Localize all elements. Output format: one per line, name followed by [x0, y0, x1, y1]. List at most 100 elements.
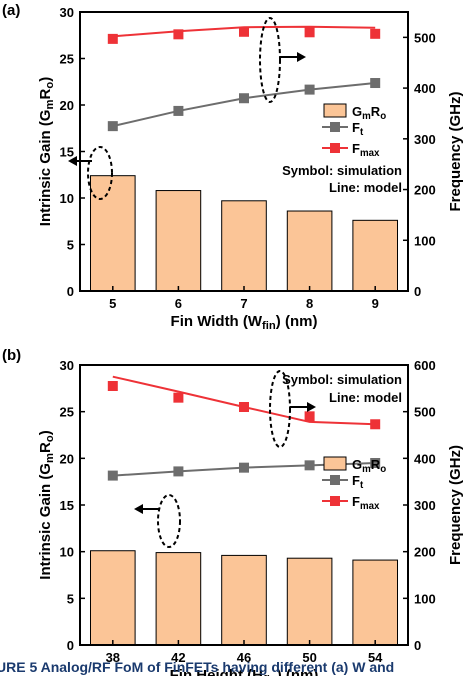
y2-tick-label: 500 [414, 405, 436, 420]
y-tick-label: 10 [60, 545, 74, 560]
bar-gmro [89, 550, 136, 646]
callout-ellipse-left-axis [157, 494, 181, 548]
y-tick-label: 15 [60, 145, 74, 160]
legend-swatch-gmro [323, 456, 347, 471]
y-axis-title: Intrinsic Gain (GmRo) [37, 77, 56, 226]
bar-gmro [89, 175, 136, 292]
ft-marker [304, 460, 315, 471]
x-tick-label: 50 [302, 650, 316, 665]
y-tick-label: 10 [60, 191, 74, 206]
fmax-marker [107, 381, 118, 391]
annotation-line: Line: model [329, 390, 402, 405]
y2-tick-label: 100 [414, 591, 436, 606]
fmax-marker [173, 29, 184, 40]
x-tick-label: 38 [106, 650, 120, 665]
ft-marker [173, 105, 184, 116]
legend-label-gmro: GmRo [352, 457, 386, 475]
annotation-line: Line: model [329, 180, 402, 195]
y2-tick-label: 500 [414, 30, 436, 45]
x-axis-title: Fin Height (Hfin) (nm) [170, 667, 319, 676]
legend-label-fmax: Fmax [352, 141, 380, 159]
bar-gmro [286, 557, 333, 646]
ft-marker [304, 84, 315, 95]
arrow-head [297, 52, 306, 62]
bar-gmro [155, 190, 202, 292]
figure-caption: URE 5 Analog/RF FoM of FinFETs having di… [0, 659, 394, 675]
arrow-head [134, 504, 143, 514]
annotation-symbol: Symbol: simulation [282, 372, 402, 387]
ft-marker [370, 458, 381, 468]
x-tick-label: 5 [109, 296, 116, 311]
bar-gmro [221, 554, 267, 646]
y-tick-label: 30 [60, 5, 74, 20]
fmax-marker [304, 27, 315, 38]
panel-label: (b) [2, 347, 21, 364]
x-tick-label: 6 [175, 296, 182, 311]
arrow-head [307, 402, 316, 412]
y-tick-label: 20 [60, 451, 74, 466]
x-tick-label: 8 [306, 296, 313, 311]
callout-ellipse-right-axis [259, 17, 281, 103]
callout-ellipse-left-axis [87, 146, 113, 200]
callout-ellipse-right-axis [269, 370, 291, 448]
x-tick-label: 42 [171, 650, 185, 665]
legend-label-ft: Ft [352, 120, 364, 138]
ft-marker [370, 78, 381, 89]
y2-axis-title: Frequency (GHz) [447, 91, 464, 211]
y2-tick-label: 300 [414, 498, 436, 513]
ft-marker [107, 470, 118, 481]
y2-tick-label: 300 [414, 132, 436, 147]
legend-marker-fmax [330, 496, 340, 506]
y-tick-label: 25 [60, 405, 74, 420]
ft-marker [239, 462, 249, 473]
y-tick-label: 25 [60, 52, 74, 67]
fmax-marker [239, 26, 249, 37]
y2-tick-label: 400 [414, 81, 436, 96]
bar-gmro [155, 552, 202, 646]
legend-marker-ft [330, 475, 340, 485]
legend-marker-ft [330, 122, 340, 132]
legend-marker-fmax [330, 143, 340, 153]
x-tick-label: 46 [237, 650, 251, 665]
legend-label-gmro: GmRo [352, 104, 386, 122]
bar-gmro [221, 200, 267, 292]
y2-axis-title: Frequency (GHz) [447, 445, 464, 565]
fmax-marker [304, 411, 315, 422]
fmax-marker [239, 402, 249, 412]
x-tick-label: 54 [368, 650, 383, 665]
legend-swatch-gmro [323, 103, 347, 118]
y-tick-label: 15 [60, 498, 74, 513]
annotation-symbol: Symbol: simulation [282, 163, 402, 178]
y2-tick-label: 200 [414, 545, 436, 560]
fmax-marker [370, 28, 381, 39]
y-tick-label: 0 [67, 284, 74, 299]
fmax-marker [370, 419, 381, 430]
x-tick-label: 7 [240, 296, 247, 311]
legend-label-ft: Ft [352, 473, 364, 491]
ft-marker [107, 121, 118, 132]
y-tick-label: 20 [60, 98, 74, 113]
y2-tick-label: 0 [414, 284, 421, 299]
fmax-marker [107, 33, 118, 44]
ft-marker [239, 93, 249, 104]
bar-gmro [352, 559, 399, 646]
legend-label-fmax: Fmax [352, 494, 380, 512]
y-tick-label: 30 [60, 358, 74, 373]
x-axis-title: Fin Width (Wfin) (nm) [171, 313, 318, 332]
y2-tick-label: 200 [414, 183, 436, 198]
x-tick-label: 9 [372, 296, 379, 311]
arrow-head [68, 156, 77, 166]
ft-marker [173, 466, 184, 477]
y2-tick-label: 0 [414, 638, 421, 653]
y-axis-title: Intrinsic Gain (GmRo) [37, 430, 56, 579]
y2-tick-label: 600 [414, 358, 436, 373]
panel-label: (a) [2, 2, 20, 19]
y2-tick-label: 100 [414, 233, 436, 248]
bar-gmro [286, 210, 333, 292]
y-tick-label: 5 [67, 238, 74, 253]
y-tick-label: 5 [67, 591, 74, 606]
y-tick-label: 0 [67, 638, 74, 653]
